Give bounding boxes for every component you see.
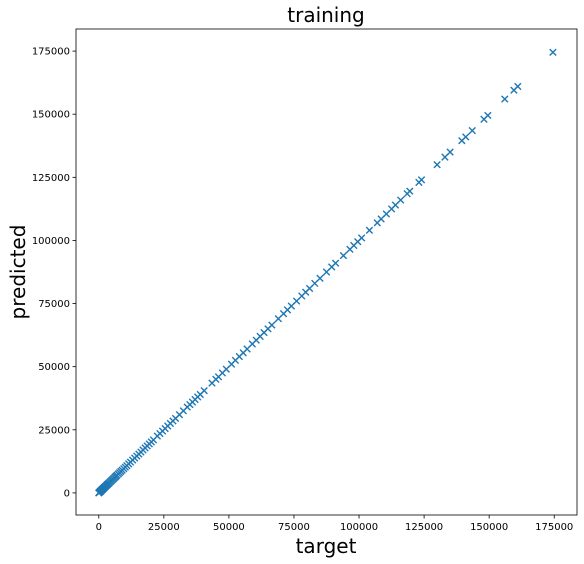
y-tick-label: 150000 <box>32 110 70 121</box>
data-point <box>316 274 324 283</box>
data-point <box>200 386 208 395</box>
data-point <box>433 161 441 169</box>
data-point <box>514 82 522 91</box>
data-point <box>268 321 276 329</box>
data-point <box>331 259 340 267</box>
x-tick-label: 75000 <box>278 522 310 533</box>
y-tick-label: 75000 <box>38 299 70 310</box>
data-point <box>549 48 557 57</box>
data-point <box>357 234 366 242</box>
data-point <box>396 196 405 204</box>
x-tick-label: 150000 <box>470 522 508 533</box>
x-tick-label: 0 <box>96 522 102 533</box>
data-point <box>406 187 414 195</box>
y-tick-label: 175000 <box>32 47 70 58</box>
data-points <box>95 48 557 497</box>
x-tick-label: 100000 <box>340 522 378 533</box>
x-tick-label: 175000 <box>535 522 573 533</box>
y-tick-label: 100000 <box>32 236 70 247</box>
x-axis: 0 25000 50000 75000 100000 125000 150000 175000 <box>96 515 573 533</box>
y-axis: 0 25000 50000 75000 100000 125000 150000 175000 <box>32 47 76 499</box>
data-point <box>468 126 476 135</box>
data-point <box>339 251 348 260</box>
y-tick-label: 50000 <box>38 362 70 373</box>
data-point <box>446 148 454 156</box>
data-point <box>365 226 374 235</box>
data-point <box>501 95 509 103</box>
chart-title: training <box>287 3 364 27</box>
x-tick-label: 50000 <box>213 522 245 533</box>
y-tick-label: 125000 <box>32 173 70 184</box>
y-axis-label: predicted <box>6 225 30 320</box>
data-point <box>417 176 426 184</box>
y-tick-label: 25000 <box>38 425 70 436</box>
y-tick-label: 0 <box>64 488 70 499</box>
data-point <box>462 133 470 141</box>
x-tick-label: 125000 <box>405 522 443 533</box>
x-tick-label: 25000 <box>148 522 180 533</box>
data-point <box>484 111 492 120</box>
x-axis-label: target <box>296 534 357 558</box>
plot-frame <box>75 28 578 516</box>
